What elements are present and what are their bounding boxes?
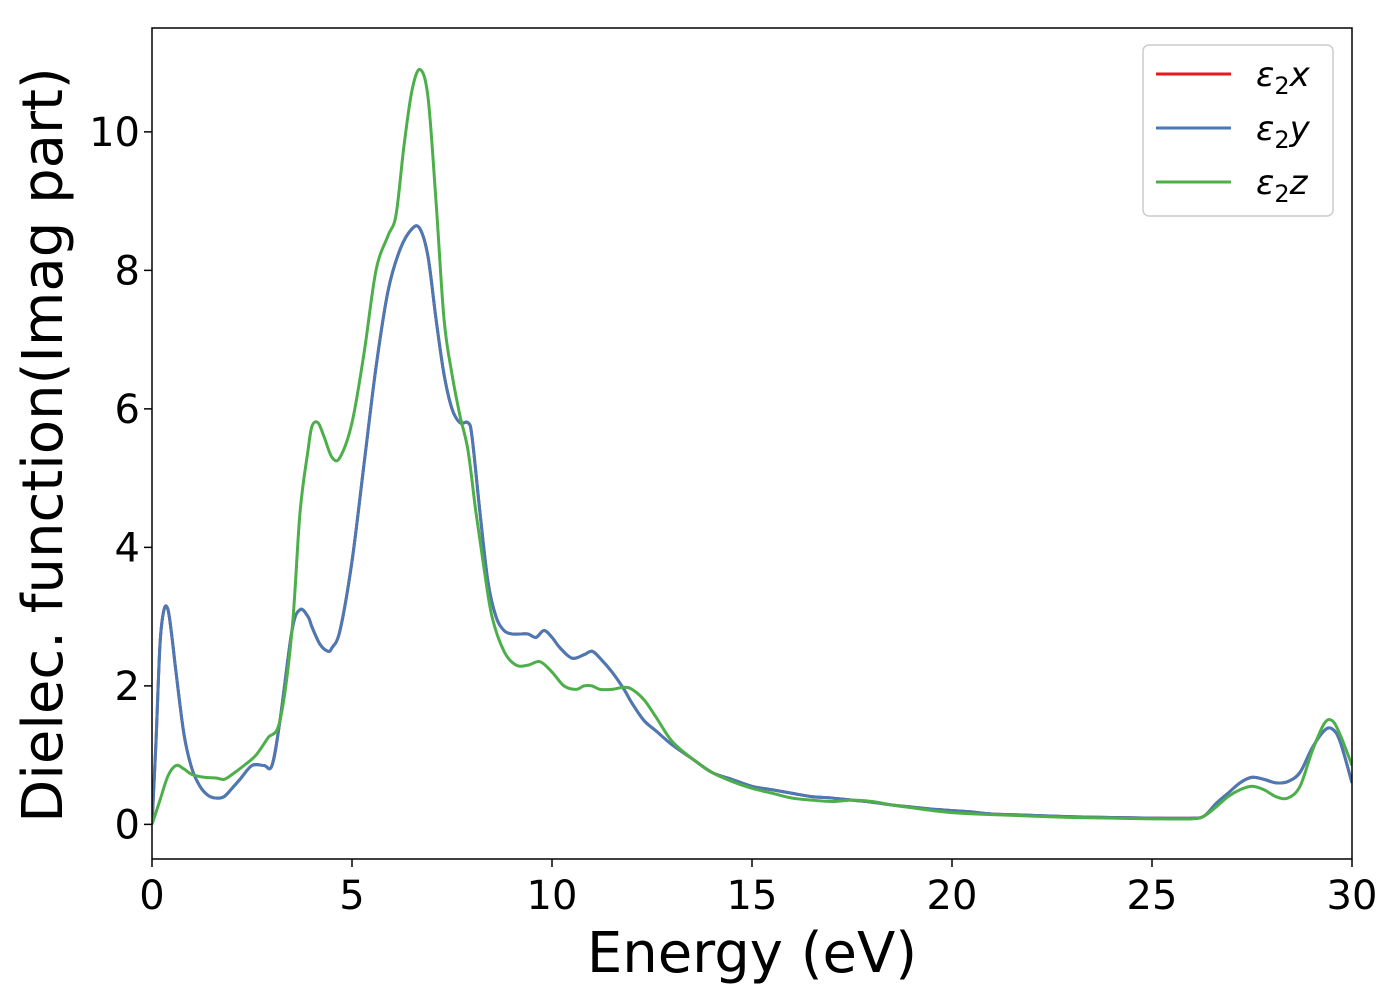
y-tick-label: 2 (115, 664, 140, 710)
y-tick-label: 6 (115, 387, 140, 433)
y-tick-label: 0 (115, 802, 140, 848)
legend-label-z: ε2z (1256, 163, 1309, 208)
legend-label-x: ε2x (1256, 55, 1311, 100)
series-layer (152, 68, 1352, 825)
y-axis-title: Dielec. function(Imag part) (11, 67, 76, 823)
y-axis: 0 2 4 6 8 10 (89, 110, 152, 848)
x-axis: 0 5 10 15 20 25 30 (139, 859, 1377, 919)
x-tick-label: 10 (527, 873, 578, 919)
y-tick-label: 10 (89, 110, 140, 156)
x-tick-label: 5 (339, 873, 364, 919)
y-tick-label: 8 (115, 248, 140, 294)
x-tick-label: 0 (139, 873, 164, 919)
series-line-y (152, 224, 1352, 825)
x-tick-label: 25 (1127, 873, 1178, 919)
series-line-z (152, 68, 1352, 825)
x-axis-title: Energy (eV) (587, 921, 917, 986)
x-tick-label: 20 (927, 873, 978, 919)
series-line-x (152, 224, 1352, 825)
legend: ε2x ε2y ε2z (1142, 44, 1334, 217)
legend-label-y: ε2y (1256, 109, 1311, 154)
x-tick-label: 30 (1327, 873, 1378, 919)
y-tick-label: 4 (115, 525, 140, 571)
legend-box (1142, 44, 1334, 217)
x-tick-label: 15 (727, 873, 778, 919)
